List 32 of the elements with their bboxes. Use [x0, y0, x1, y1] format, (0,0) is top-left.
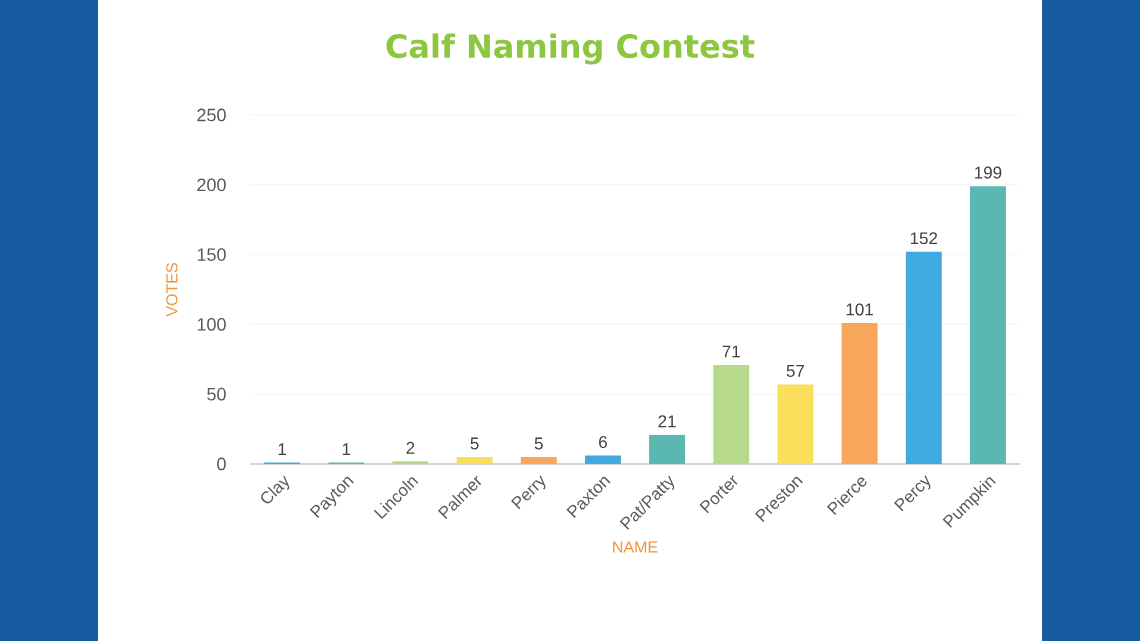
data-label: 21 [658, 415, 676, 428]
data-label: 5 [534, 437, 543, 450]
y-tick-label: 200 [197, 178, 226, 192]
y-axis-title: VOTES [166, 263, 178, 317]
bar [969, 186, 1006, 464]
bar [649, 434, 686, 464]
data-label: 199 [975, 166, 1002, 179]
data-label: 2 [406, 441, 415, 454]
bar [905, 251, 942, 464]
bar [777, 384, 814, 464]
x-axis-title: NAME [613, 541, 658, 553]
data-label: 152 [910, 232, 938, 245]
data-label: 1 [278, 443, 286, 456]
data-label: 5 [470, 437, 479, 450]
bar [713, 364, 750, 464]
y-tick-label: 50 [207, 387, 226, 401]
data-label: 1 [342, 443, 351, 456]
y-tick-label: 250 [197, 108, 226, 122]
bar [456, 457, 493, 464]
x-tick-label: Clay [261, 475, 290, 504]
data-label: 101 [846, 303, 873, 316]
bar [584, 455, 621, 464]
data-label: 71 [722, 345, 740, 358]
y-tick-label: 100 [197, 318, 226, 331]
y-tick-label: 150 [197, 248, 226, 261]
data-label: 57 [786, 365, 805, 377]
y-tick-label: 0 [217, 457, 226, 471]
bar [392, 461, 429, 464]
bar [520, 457, 557, 464]
chart-title: Calf Naming Contest [386, 33, 755, 65]
bar [841, 323, 878, 464]
data-label: 6 [599, 436, 607, 449]
